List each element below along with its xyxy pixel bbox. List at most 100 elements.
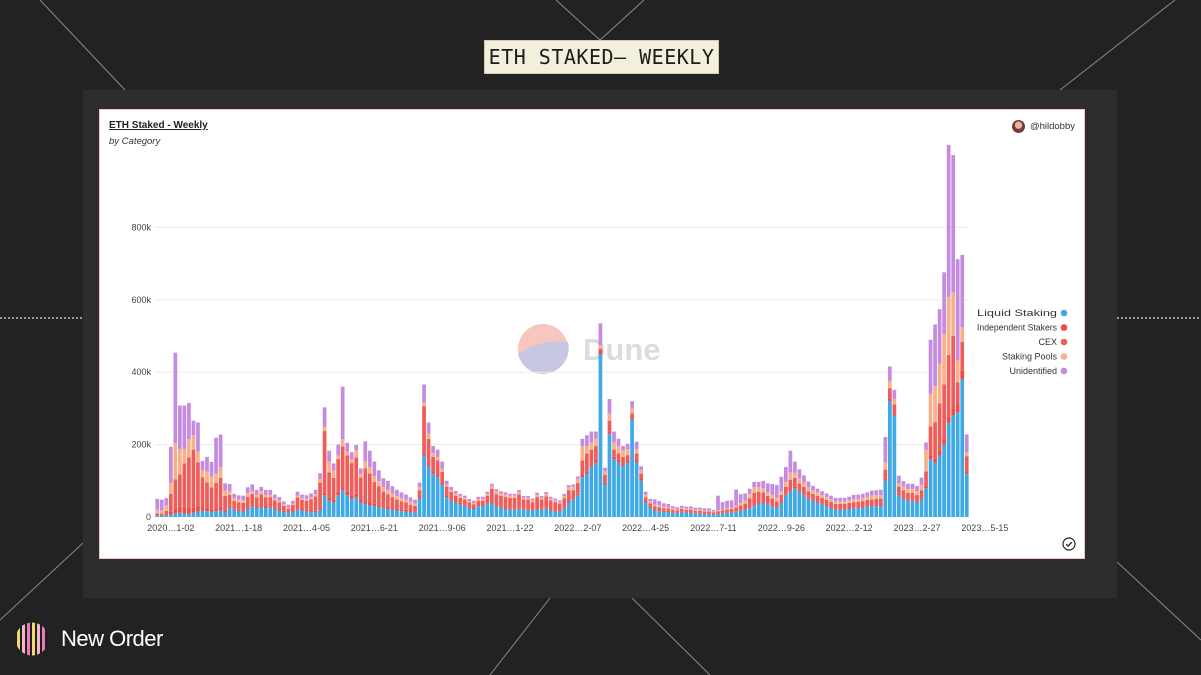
bar-segment	[575, 482, 580, 494]
bar-segment	[607, 420, 612, 432]
bar-segment	[784, 467, 788, 482]
bar-segment	[453, 495, 458, 502]
bar-segment	[363, 503, 368, 517]
bar-segment	[679, 507, 684, 510]
bar-segment	[223, 512, 227, 517]
bar-segment	[960, 341, 965, 371]
bar-segment	[277, 502, 282, 510]
bar-segment	[539, 508, 544, 510]
bar-segment	[955, 412, 960, 517]
bar-segment	[942, 272, 946, 334]
bar-segment	[747, 507, 752, 509]
bar-segment	[467, 498, 472, 502]
bar-segment	[797, 478, 802, 484]
bar-segment	[508, 508, 512, 510]
bar-segment	[386, 509, 390, 517]
bar-segment	[698, 512, 702, 514]
bar-segment	[725, 509, 729, 512]
x-tick-label: 2022…7-11	[690, 523, 736, 533]
bar-segment	[585, 446, 589, 454]
bar-segment	[765, 503, 770, 505]
dune-watermark-text: Dune	[583, 332, 661, 367]
bar-segment	[643, 494, 648, 498]
bar-segment	[458, 497, 463, 503]
bar-segment	[431, 471, 435, 474]
bar-segment	[892, 398, 897, 405]
bar-segment	[300, 509, 304, 511]
bar-segment	[779, 502, 784, 517]
bar-segment	[630, 413, 634, 418]
x-tick-label: 2023…2-27	[893, 523, 940, 533]
bar-segment	[282, 501, 286, 505]
bar-segment	[784, 494, 788, 496]
bar-segment	[897, 495, 901, 517]
x-tick-label: 2020…1-02	[147, 523, 194, 533]
chart-title[interactable]: ETH Staked - Weekly	[109, 120, 208, 131]
x-tick-label: 2022…2-07	[554, 523, 601, 533]
bar-segment	[594, 446, 598, 461]
bar-segment	[860, 501, 865, 507]
bar-segment	[580, 475, 585, 478]
x-tick-label: 2023…5-15	[961, 523, 1008, 533]
bar-segment	[548, 510, 553, 517]
bar-segment	[426, 438, 431, 465]
bar-segment	[856, 494, 861, 499]
bar-segment	[485, 496, 490, 504]
bar-segment	[282, 511, 286, 517]
bar-segment	[883, 462, 888, 470]
bar-segment	[399, 492, 404, 498]
bar-segment	[462, 499, 467, 505]
bar-segment	[747, 494, 752, 499]
y-tick-label: 200k	[131, 440, 151, 450]
bar-segment	[300, 510, 304, 517]
bar-segment	[580, 446, 585, 461]
bar-segment	[358, 499, 363, 503]
bar-segment	[661, 511, 666, 517]
bar-segment	[196, 422, 200, 452]
author-link[interactable]: @hildobby	[1011, 119, 1075, 133]
bar-segment	[178, 506, 182, 513]
bar-segment	[874, 498, 879, 506]
bar-segment	[788, 490, 793, 492]
bar-segment	[508, 509, 512, 517]
bar-segment	[616, 438, 621, 447]
bar-segment	[526, 508, 530, 510]
bar-segment	[652, 509, 657, 511]
bar-segment	[598, 350, 603, 355]
bar-segment	[639, 480, 643, 517]
author-handle: @hildobby	[1029, 120, 1075, 132]
bar-segment	[693, 507, 698, 510]
bar-segment	[173, 352, 178, 444]
bar-segment	[331, 470, 336, 478]
bar-segment	[752, 492, 757, 506]
bar-segment	[752, 505, 757, 507]
bar-segment	[499, 493, 503, 496]
bar-segment	[847, 509, 852, 517]
bar-segment	[331, 499, 336, 503]
bar-segment	[227, 507, 232, 517]
x-tick-label: 2022…9-26	[758, 523, 805, 533]
bar-segment	[485, 504, 490, 517]
bar-segment	[345, 495, 350, 517]
bar-segment	[404, 494, 408, 500]
bar-segment	[318, 482, 322, 508]
bar-segment	[684, 511, 689, 513]
check-circle-icon[interactable]	[1062, 537, 1076, 551]
bar-segment	[878, 489, 883, 495]
bar-segment	[946, 354, 951, 417]
bar-segment	[856, 498, 861, 502]
bar-segment	[422, 455, 426, 517]
bar-segment	[413, 512, 417, 517]
bar-segment	[937, 309, 942, 364]
bar-segment	[612, 459, 616, 517]
bar-segment	[797, 469, 802, 479]
bar-segment	[535, 494, 539, 498]
bar-segment	[178, 512, 182, 517]
bar-segment	[517, 492, 521, 495]
bar-segment	[200, 477, 205, 507]
bar-segment	[313, 510, 318, 513]
bar-segment	[191, 435, 196, 450]
bar-segment	[869, 505, 874, 507]
bar-segment	[367, 473, 372, 503]
bar-segment	[928, 393, 933, 427]
